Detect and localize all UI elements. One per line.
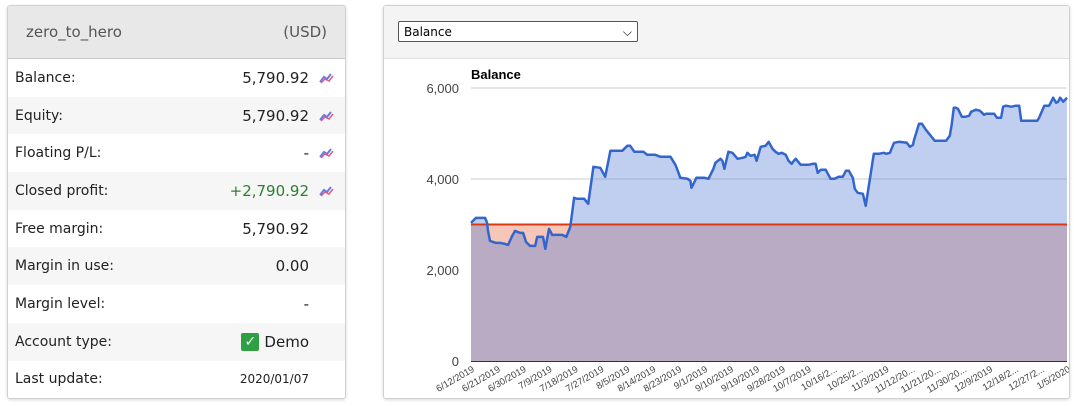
- row-label: Margin in use:: [15, 258, 114, 275]
- balance-area: [471, 97, 1067, 361]
- row-value: +2,790.92: [229, 181, 309, 200]
- row-value: -: [303, 294, 309, 313]
- account-row: Account type: ✓ Demo: [8, 322, 345, 361]
- y-tick-label: 0: [452, 354, 459, 369]
- chevron-down-icon: ⌵: [622, 25, 632, 39]
- row-value: 0.00: [275, 257, 309, 276]
- row-label: Last update:: [15, 371, 103, 388]
- row-label: Balance:: [15, 69, 76, 86]
- chart-line-icon[interactable]: [309, 147, 345, 159]
- row-label: Equity:: [15, 107, 63, 124]
- y-tick-label: 2,000: [426, 263, 459, 278]
- account-row: Balance: 5,790.92: [8, 59, 345, 97]
- y-tick-label: 6,000: [426, 81, 459, 96]
- chart-toolbar: Balance ⌵: [384, 6, 1069, 59]
- account-type-value: Demo: [264, 333, 309, 352]
- chart-line-icon[interactable]: [309, 72, 345, 84]
- chart-panel: Balance ⌵ 0 2,000 4,000 6,000 Balance 6/12/20…: [383, 5, 1070, 399]
- chart-type-selected: Balance: [404, 25, 452, 39]
- row-label: Free margin:: [15, 220, 104, 237]
- account-row: Last update: 2020/01/07: [8, 361, 345, 399]
- account-row: Closed profit: +2,790.92: [8, 172, 345, 210]
- account-currency: (USD): [283, 23, 327, 41]
- account-header: zero_to_hero (USD): [8, 6, 345, 59]
- chart-line-icon[interactable]: [309, 185, 345, 197]
- row-label: Floating P/L:: [15, 145, 102, 162]
- row-value: 5,790.92: [242, 219, 309, 238]
- row-label: Account type:: [15, 333, 112, 350]
- chart-title: Balance: [471, 67, 521, 82]
- account-name: zero_to_hero: [26, 23, 122, 41]
- row-value: 5,790.92: [242, 68, 309, 87]
- row-value: ✓ Demo: [169, 332, 309, 352]
- negative-area: [471, 224, 1067, 361]
- chart-type-select[interactable]: Balance ⌵: [398, 21, 638, 42]
- account-row: Free margin: 5,790.92: [8, 210, 345, 248]
- row-value: -: [303, 144, 309, 163]
- row-label: Margin level:: [15, 295, 106, 312]
- checkbox-checked-icon: ✓: [241, 333, 260, 352]
- balance-chart: 02,0004,0006,000Balance6/12/20196/21/201…: [426, 67, 1069, 396]
- chart-line-icon[interactable]: [309, 110, 345, 122]
- row-value: 2020/01/07: [239, 372, 309, 387]
- row-label: Closed profit:: [15, 182, 109, 199]
- row-value: 5,790.92: [242, 106, 309, 125]
- account-row: Margin level: -: [8, 285, 345, 323]
- account-summary-panel: zero_to_hero (USD) Balance: 5,790.92 Equit…: [7, 5, 346, 399]
- balance-line: [470, 96, 1068, 251]
- account-row: Margin in use: 0.00: [8, 247, 345, 286]
- account-row: Floating P/L: -: [8, 134, 345, 172]
- account-row: Equity: 5,790.92: [8, 96, 345, 135]
- y-tick-label: 4,000: [426, 172, 459, 187]
